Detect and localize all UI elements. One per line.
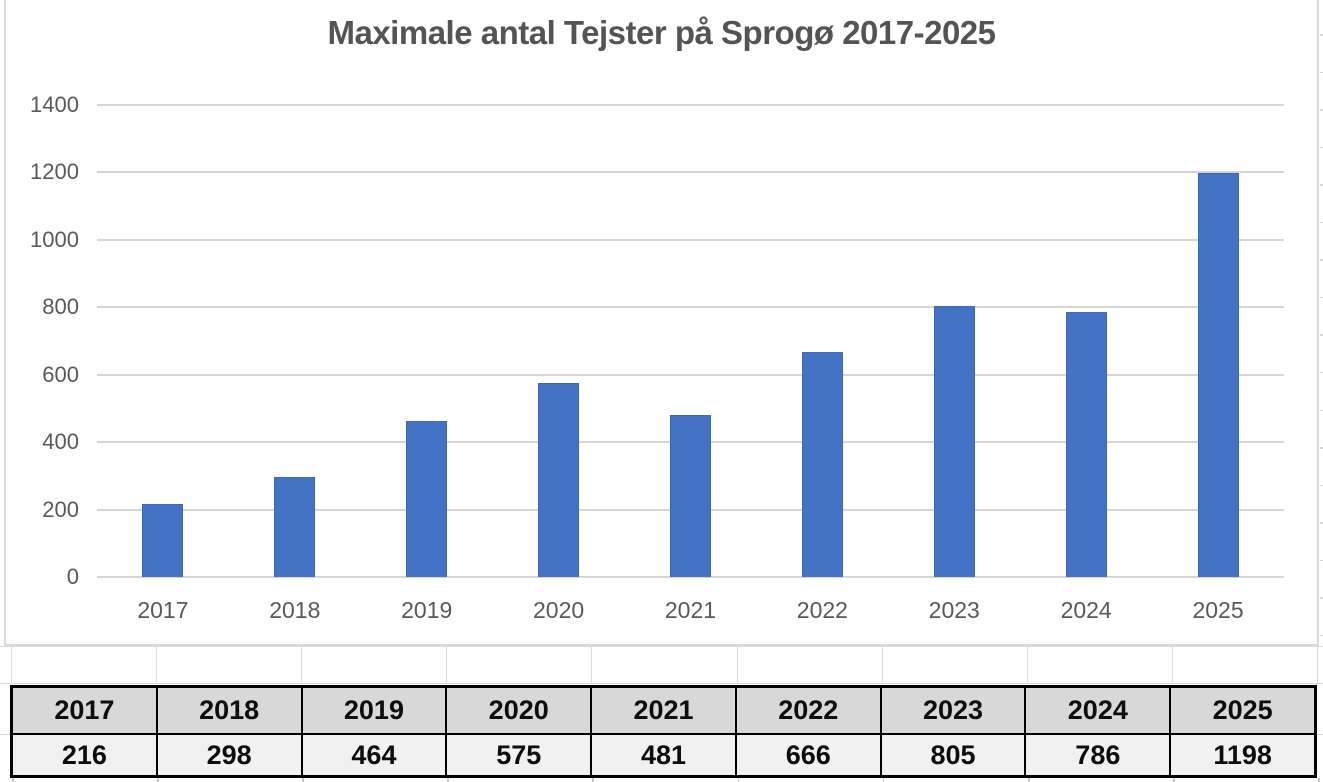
sheet-cell[interactable] bbox=[738, 647, 883, 683]
chart-border-left bbox=[4, 0, 6, 646]
sheet-gridline bbox=[1319, 334, 1323, 336]
sheet-gridline bbox=[1319, 634, 1323, 637]
y-axis-label: 600 bbox=[42, 361, 79, 387]
sheet-gridline bbox=[592, 778, 595, 782]
bar-2023[interactable] bbox=[933, 305, 975, 577]
sheet-gridline bbox=[1319, 371, 1323, 374]
sheet-cell[interactable] bbox=[0, 647, 12, 683]
sheet-cell[interactable] bbox=[883, 647, 1028, 683]
bar-2025[interactable] bbox=[1197, 173, 1239, 577]
sheet-gridline bbox=[882, 778, 885, 782]
x-axis-label-2019: 2019 bbox=[401, 597, 453, 623]
sheet-cell[interactable] bbox=[1173, 647, 1318, 683]
bar-2022[interactable] bbox=[801, 352, 843, 577]
gridline bbox=[97, 373, 1284, 376]
sheet-gridline bbox=[1319, 522, 1323, 524]
y-axis-label: 200 bbox=[42, 496, 79, 522]
sheet-gridline bbox=[1318, 778, 1320, 782]
x-axis-label-2020: 2020 bbox=[533, 597, 585, 623]
sheet-gridline bbox=[1319, 447, 1323, 449]
sheet-gridline bbox=[1319, 597, 1323, 599]
table-value-cell-2022[interactable]: 666 bbox=[736, 735, 880, 775]
sheet-gridline bbox=[447, 778, 450, 782]
x-axis-label-2022: 2022 bbox=[796, 597, 848, 623]
sheet-empty-row bbox=[0, 646, 1323, 684]
table-value-cell-2024[interactable]: 786 bbox=[1026, 735, 1170, 775]
sheet-gridline bbox=[1319, 146, 1323, 149]
chart-border-right bbox=[1317, 0, 1319, 646]
chart-border-bottom bbox=[4, 644, 1319, 646]
table-value-cell-2025[interactable]: 1198 bbox=[1171, 735, 1314, 775]
sheet-gridline bbox=[1319, 109, 1323, 111]
table-value-cell-2017[interactable]: 216 bbox=[13, 735, 156, 775]
sheet-gridline bbox=[302, 778, 304, 782]
table-header-cell-2025[interactable]: 2025 bbox=[1171, 688, 1314, 733]
sheet-gridline bbox=[1317, 733, 1323, 735]
bar-2018[interactable] bbox=[274, 476, 316, 577]
sheet-gridline bbox=[1319, 184, 1323, 186]
table-value-cell-2018[interactable]: 298 bbox=[157, 735, 301, 775]
y-axis-label: 1400 bbox=[30, 92, 79, 117]
bar-2020[interactable] bbox=[538, 383, 580, 577]
sheet-gridline bbox=[1319, 221, 1323, 224]
y-axis-label: 400 bbox=[42, 429, 79, 455]
x-axis-label-2018: 2018 bbox=[269, 597, 321, 623]
sheet-cell[interactable] bbox=[12, 647, 158, 683]
gridline bbox=[97, 171, 1284, 174]
chart-title: Maximale antal Tejster på Sprogø 2017-20… bbox=[327, 14, 996, 51]
sheet-gridline bbox=[1319, 484, 1323, 487]
table-header-cell-2022[interactable]: 2022 bbox=[736, 688, 880, 733]
table-header-cell-2019[interactable]: 2019 bbox=[302, 688, 446, 733]
x-axis-label-2025: 2025 bbox=[1192, 597, 1244, 623]
bar-2017[interactable] bbox=[142, 504, 184, 577]
gridline bbox=[97, 576, 1284, 578]
y-axis-label: 1000 bbox=[30, 226, 79, 252]
table-value-cell-2019[interactable]: 464 bbox=[302, 735, 446, 775]
sheet-cell[interactable] bbox=[302, 647, 448, 683]
sheet-gridline bbox=[737, 778, 740, 782]
sheet-cell[interactable] bbox=[1318, 647, 1323, 683]
gridline bbox=[97, 104, 1284, 106]
table-value-cell-2021[interactable]: 481 bbox=[592, 735, 735, 775]
table-header-cell-2017[interactable]: 2017 bbox=[13, 688, 156, 733]
sheet-gridline bbox=[1027, 778, 1030, 782]
table-header-cell-2023[interactable]: 2023 bbox=[881, 688, 1025, 733]
sheet-cell[interactable] bbox=[447, 647, 593, 683]
y-axis-label: 800 bbox=[42, 294, 79, 320]
bar-2019[interactable] bbox=[406, 420, 448, 577]
x-axis-label-2024: 2024 bbox=[1060, 597, 1112, 623]
table-value-cell-2020[interactable]: 575 bbox=[447, 735, 591, 775]
data-table: 2017 2018 2019 2020 2021 2022 2023 2024 2025 216 2… bbox=[10, 685, 1317, 778]
table-header-cell-2018[interactable]: 2018 bbox=[157, 688, 301, 733]
sheet-cell[interactable] bbox=[157, 647, 303, 683]
y-axis-label: 1200 bbox=[30, 159, 79, 185]
sheet-gridline bbox=[1319, 71, 1323, 74]
gridline bbox=[97, 238, 1284, 241]
y-axis-label: 0 bbox=[66, 564, 79, 589]
gridline bbox=[97, 306, 1284, 309]
sheet-gridline bbox=[0, 733, 10, 735]
table-header-cell-2020[interactable]: 2020 bbox=[447, 688, 591, 733]
table-header-cell-2021[interactable]: 2021 bbox=[592, 688, 735, 733]
sheet-gridline bbox=[1319, 259, 1323, 261]
x-axis-label-2021: 2021 bbox=[664, 597, 717, 623]
sheet-gridline bbox=[12, 778, 14, 782]
x-axis-label-2023: 2023 bbox=[928, 597, 980, 623]
x-axis-label-2017: 2017 bbox=[137, 597, 189, 623]
sheet-cell[interactable] bbox=[1028, 647, 1173, 683]
sheet-gridline bbox=[157, 778, 159, 782]
sheet-gridline bbox=[1319, 409, 1323, 411]
sheet-gridline bbox=[1172, 778, 1175, 782]
sheet-gridline bbox=[1319, 296, 1323, 299]
sheet-cell[interactable] bbox=[592, 647, 738, 683]
sheet-gridline bbox=[1319, 34, 1323, 36]
plot-area bbox=[97, 104, 1284, 578]
bar-2024[interactable] bbox=[1065, 312, 1107, 577]
table-value-cell-2023[interactable]: 805 bbox=[881, 735, 1025, 775]
table-header-cell-2024[interactable]: 2024 bbox=[1026, 688, 1170, 733]
bar-2021[interactable] bbox=[670, 414, 711, 577]
sheet-gridline bbox=[1319, 559, 1323, 562]
